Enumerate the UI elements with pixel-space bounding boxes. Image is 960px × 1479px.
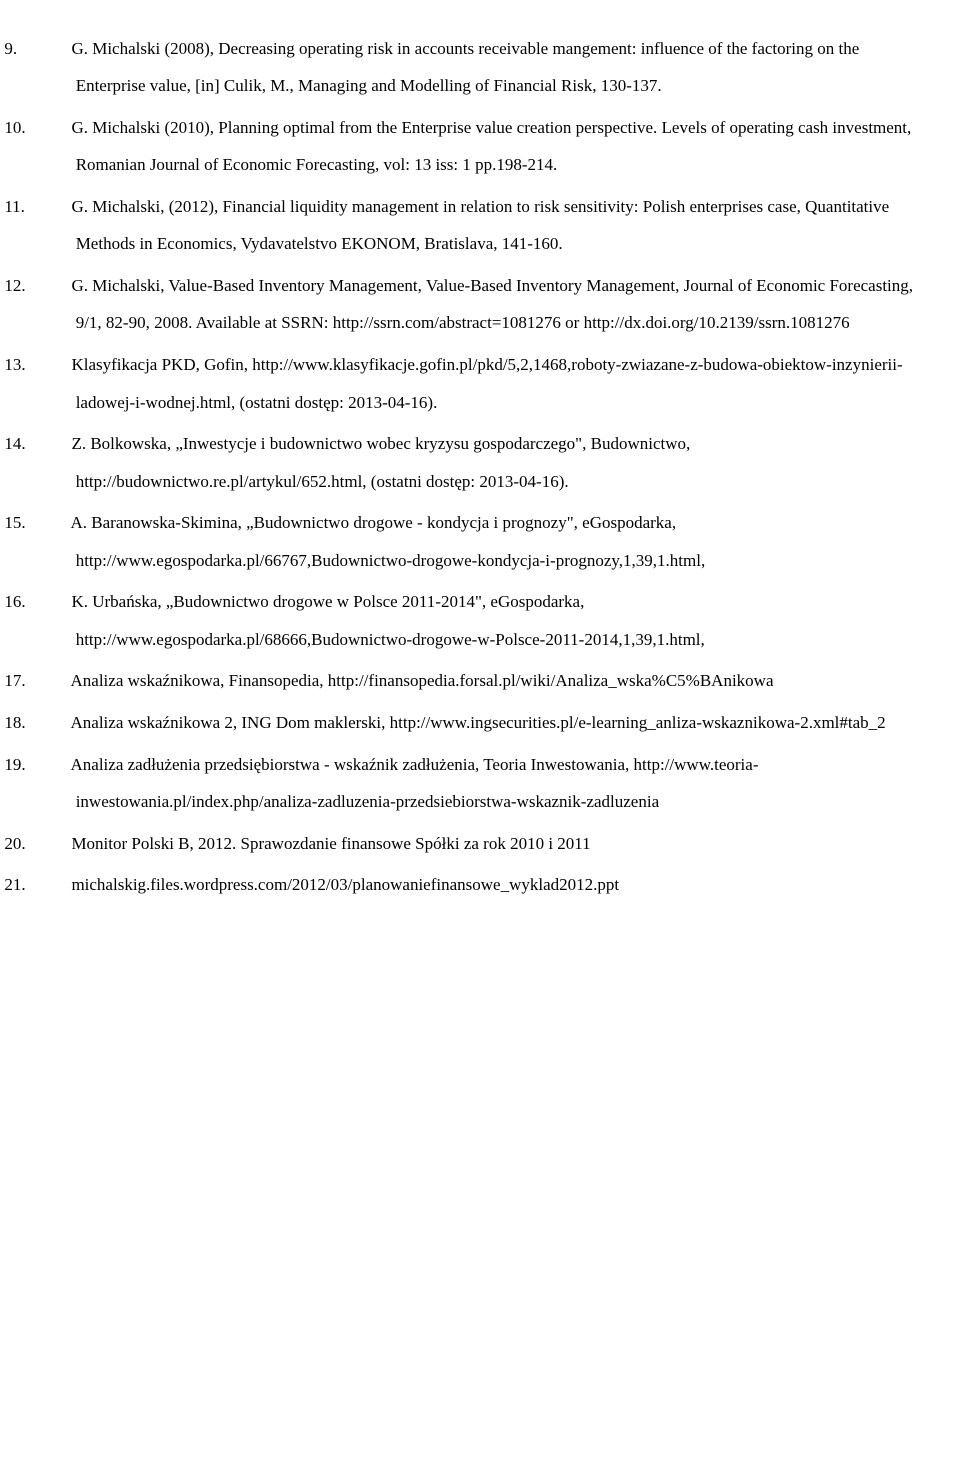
reference-item: 21. michalskig.files.wordpress.com/2012/… — [40, 866, 920, 903]
reference-text: G. Michalski, Value-Based Inventory Mana… — [71, 276, 913, 332]
reference-item: 11. G. Michalski, (2012), Financial liqu… — [40, 188, 920, 263]
reference-item: 15. A. Baranowska-Skimina, „Budownictwo … — [40, 504, 920, 579]
reference-number: 14. — [40, 425, 67, 462]
reference-text: G. Michalski (2010), Planning optimal fr… — [71, 118, 911, 174]
reference-number: 11. — [40, 188, 67, 225]
reference-number: 13. — [40, 346, 67, 383]
reference-text: Klasyfikacja PKD, Gofin, http://www.klas… — [71, 355, 902, 411]
reference-number: 16. — [40, 583, 67, 620]
reference-text: G. Michalski (2008), Decreasing operatin… — [71, 39, 859, 95]
reference-text: Analiza wskaźnikowa, Finansopedia, http:… — [71, 671, 774, 690]
reference-item: 20. Monitor Polski B, 2012. Sprawozdanie… — [40, 825, 920, 862]
reference-item: 10. G. Michalski (2010), Planning optima… — [40, 109, 920, 184]
reference-text: michalskig.files.wordpress.com/2012/03/p… — [71, 875, 619, 894]
reference-text: Analiza wskaźnikowa 2, ING Dom maklerski… — [71, 713, 886, 732]
reference-number: 19. — [40, 746, 67, 783]
reference-item: 17. Analiza wskaźnikowa, Finansopedia, h… — [40, 662, 920, 699]
reference-text: Monitor Polski B, 2012. Sprawozdanie fin… — [71, 834, 590, 853]
reference-text: A. Baranowska-Skimina, „Budownictwo drog… — [71, 513, 706, 569]
reference-item: 12. G. Michalski, Value-Based Inventory … — [40, 267, 920, 342]
reference-item: 14. Z. Bolkowska, „Inwestycje i budownic… — [40, 425, 920, 500]
reference-item: 18. Analiza wskaźnikowa 2, ING Dom makle… — [40, 704, 920, 741]
reference-number: 20. — [40, 825, 67, 862]
reference-item: 13. Klasyfikacja PKD, Gofin, http://www.… — [40, 346, 920, 421]
reference-number: 10. — [40, 109, 67, 146]
reference-text: Z. Bolkowska, „Inwestycje i budownictwo … — [71, 434, 690, 490]
reference-item: 19. Analiza zadłużenia przedsiębiorstwa … — [40, 746, 920, 821]
reference-list: 9. G. Michalski (2008), Decreasing opera… — [40, 30, 920, 904]
reference-item: 9. G. Michalski (2008), Decreasing opera… — [40, 30, 920, 105]
reference-item: 16. K. Urbańska, „Budownictwo drogowe w … — [40, 583, 920, 658]
reference-number: 21. — [40, 866, 67, 903]
reference-number: 12. — [40, 267, 67, 304]
reference-text: Analiza zadłużenia przedsiębiorstwa - ws… — [71, 755, 759, 811]
reference-number: 15. — [40, 504, 67, 541]
reference-number: 17. — [40, 662, 67, 699]
reference-text: G. Michalski, (2012), Financial liquidit… — [71, 197, 889, 253]
reference-number: 9. — [40, 30, 67, 67]
reference-number: 18. — [40, 704, 67, 741]
reference-text: K. Urbańska, „Budownictwo drogowe w Pols… — [71, 592, 704, 648]
